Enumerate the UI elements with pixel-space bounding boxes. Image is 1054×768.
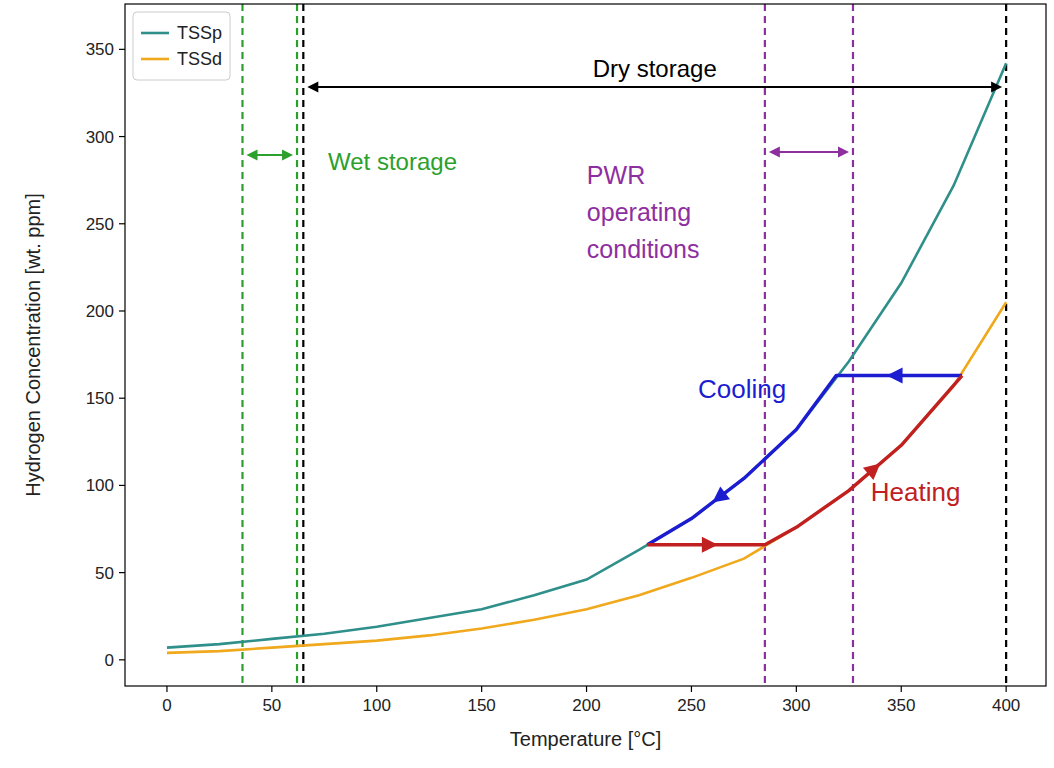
- plot-marks: [167, 4, 1006, 686]
- x-tick-label: 150: [467, 696, 495, 715]
- chart: 0 50 100 150 200 250 300 350 400 0 50 100 150 200 250 3…: [0, 0, 1054, 768]
- x-tick-label: 200: [572, 696, 600, 715]
- region-span-arrow: [315, 86, 994, 88]
- plot-frame: [125, 4, 1046, 686]
- x-tick: [271, 686, 272, 692]
- x-tick: [691, 686, 692, 692]
- y-tick-label: 100: [86, 476, 114, 495]
- y-tick: [119, 572, 125, 573]
- region-boundary: [852, 4, 854, 686]
- region-label: Wet storage: [328, 148, 457, 175]
- y-axis-title: Hydrogen Concentration [wt. ppm]: [22, 193, 44, 497]
- x-tick-label: 350: [887, 696, 915, 715]
- y-tick-label: 200: [86, 302, 114, 321]
- legend-label: TSSp: [177, 23, 222, 43]
- region-arrowhead: [246, 150, 257, 161]
- series-line: [167, 63, 1006, 647]
- x-tick-label: 300: [782, 696, 810, 715]
- region-label: Dry storage: [593, 55, 717, 82]
- legend-box: [133, 12, 230, 80]
- x-tick: [1006, 686, 1007, 692]
- y-tick-label: 250: [86, 215, 114, 234]
- series-line: [167, 302, 1006, 653]
- region-boundary: [241, 4, 243, 686]
- y-tick-label: 300: [86, 128, 114, 147]
- region-arrowhead: [991, 82, 1002, 93]
- x-tick: [376, 686, 377, 692]
- path-label: Cooling: [698, 374, 786, 404]
- region-arrowhead: [307, 82, 318, 93]
- region-boundary: [764, 4, 766, 686]
- region-span-arrow: [254, 154, 285, 156]
- legend: TSSp TSSd: [133, 12, 230, 80]
- region-boundary: [302, 4, 304, 686]
- x-tick-label: 100: [363, 696, 391, 715]
- x-tick-label: 250: [677, 696, 705, 715]
- annotations: Wet storage Dry storage PWR operating condit…: [246, 55, 1002, 507]
- plot-background: [125, 4, 1046, 686]
- process-path: [647, 376, 962, 545]
- legend-swatch: [141, 58, 169, 61]
- x-tick: [481, 686, 482, 692]
- x-tick: [796, 686, 797, 692]
- region-boundary: [1005, 4, 1007, 686]
- y-tick: [119, 659, 125, 660]
- path-arrowhead: [712, 486, 730, 502]
- path-arrowhead: [887, 368, 903, 384]
- region-label-line: operating: [587, 198, 691, 226]
- region-boundary: [296, 4, 298, 686]
- path-arrowhead: [702, 537, 718, 553]
- x-axis-title: Temperature [°C]: [510, 728, 661, 750]
- y-tick-label: 0: [105, 651, 114, 670]
- x-tick-label: 50: [262, 696, 281, 715]
- y-tick-label: 50: [95, 564, 114, 583]
- region-label-line: conditions: [587, 235, 700, 263]
- region-span-arrow: [777, 151, 841, 153]
- y-tick-label: 150: [86, 389, 114, 408]
- y-tick: [119, 136, 125, 137]
- x-tick: [901, 686, 902, 692]
- y-tick: [119, 223, 125, 224]
- x-tick-label: 400: [992, 696, 1020, 715]
- y-tick: [119, 310, 125, 311]
- x-tick-label: 0: [162, 696, 171, 715]
- x-tick: [586, 686, 587, 692]
- path-label: Heating: [871, 477, 961, 507]
- y-tick: [119, 49, 125, 50]
- process-path: [647, 376, 962, 545]
- y-tick: [119, 485, 125, 486]
- region-label: PWR operating conditions: [587, 161, 700, 263]
- region-arrowhead: [282, 150, 293, 161]
- legend-swatch: [141, 32, 169, 35]
- legend-label: TSSd: [177, 49, 222, 69]
- y-tick-label: 350: [86, 40, 114, 59]
- region-label-line: PWR: [587, 161, 645, 189]
- region-arrowhead: [838, 147, 849, 158]
- x-tick: [166, 686, 167, 692]
- y-tick: [119, 398, 125, 399]
- region-arrowhead: [769, 147, 780, 158]
